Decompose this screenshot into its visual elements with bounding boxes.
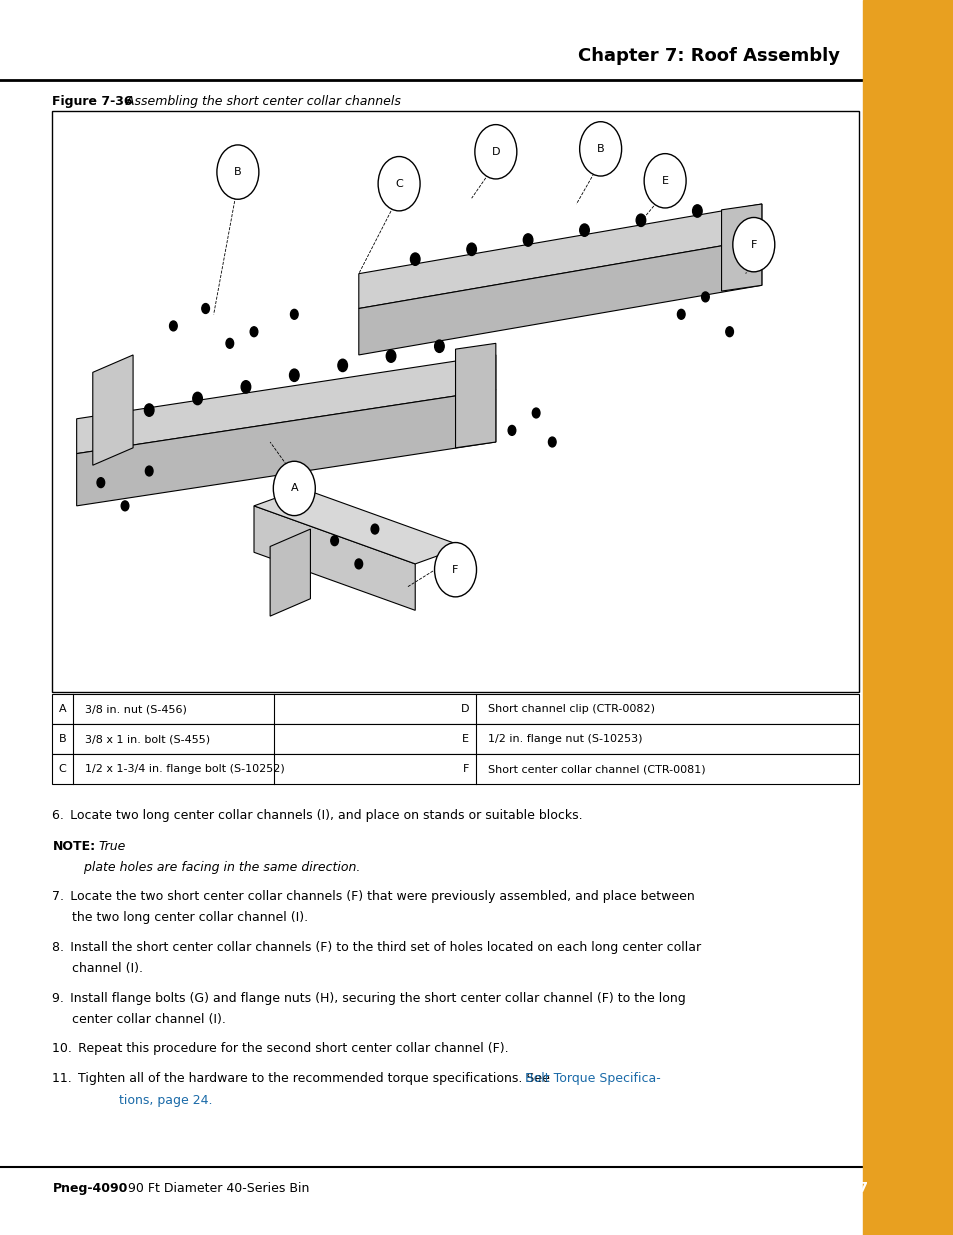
- Circle shape: [643, 153, 685, 207]
- Circle shape: [144, 404, 153, 416]
- Text: 1/2 in. flange nut (S-10253): 1/2 in. flange nut (S-10253): [487, 734, 641, 745]
- Bar: [862, 0, 953, 1235]
- Circle shape: [475, 125, 517, 179]
- Text: D: D: [461, 704, 470, 714]
- Circle shape: [548, 437, 556, 447]
- Circle shape: [466, 243, 476, 256]
- Text: E: E: [661, 175, 668, 185]
- Polygon shape: [358, 204, 761, 309]
- Polygon shape: [92, 354, 133, 466]
- Circle shape: [725, 327, 733, 337]
- Text: B: B: [59, 734, 67, 745]
- Bar: [52, 724, 858, 755]
- Text: C: C: [59, 764, 67, 774]
- Circle shape: [145, 466, 152, 475]
- Circle shape: [97, 478, 105, 488]
- Circle shape: [216, 144, 258, 199]
- FancyBboxPatch shape: [52, 111, 858, 692]
- Text: plate holes are facing in the same direction.: plate holes are facing in the same direc…: [52, 861, 360, 874]
- Polygon shape: [720, 204, 761, 291]
- Circle shape: [121, 501, 129, 511]
- Polygon shape: [270, 529, 310, 616]
- Polygon shape: [253, 506, 415, 610]
- Text: 7. Locate the two short center collar channels (F) that were previously assemble: 7. Locate the two short center collar ch…: [52, 890, 695, 904]
- Text: channel (I).: channel (I).: [52, 962, 143, 976]
- Text: Short center collar channel (CTR-0081): Short center collar channel (CTR-0081): [487, 764, 704, 774]
- Polygon shape: [76, 354, 496, 453]
- Circle shape: [202, 304, 210, 314]
- Text: Assembling the short center collar channels: Assembling the short center collar chann…: [122, 95, 400, 107]
- Text: 8. Install the short center collar channels (F) to the third set of holes locate: 8. Install the short center collar chann…: [52, 941, 700, 955]
- Circle shape: [226, 338, 233, 348]
- Text: center collar channel (I).: center collar channel (I).: [52, 1013, 226, 1026]
- Text: 3/8 x 1 in. bolt (S-455): 3/8 x 1 in. bolt (S-455): [85, 734, 210, 745]
- Circle shape: [250, 327, 257, 337]
- Text: tions, page 24.: tions, page 24.: [119, 1094, 213, 1108]
- Text: E: E: [461, 734, 469, 745]
- Circle shape: [273, 462, 314, 516]
- Circle shape: [371, 524, 378, 534]
- Circle shape: [579, 122, 621, 177]
- Circle shape: [434, 542, 476, 597]
- Circle shape: [508, 425, 516, 436]
- Circle shape: [290, 309, 297, 319]
- Text: Figure 7-36: Figure 7-36: [52, 95, 132, 107]
- Text: 9. Install flange bolts (G) and flange nuts (H), securing the short center colla: 9. Install flange bolts (G) and flange n…: [52, 992, 685, 1005]
- Circle shape: [677, 309, 684, 319]
- Circle shape: [386, 350, 395, 362]
- Text: B: B: [233, 167, 241, 177]
- Text: F: F: [452, 564, 458, 574]
- Text: Short channel clip (CTR-0082): Short channel clip (CTR-0082): [487, 704, 654, 714]
- Text: B: B: [597, 144, 604, 154]
- Text: 10. Repeat this procedure for the second short center collar channel (F).: 10. Repeat this procedure for the second…: [52, 1042, 509, 1056]
- Circle shape: [377, 157, 419, 211]
- Circle shape: [732, 217, 774, 272]
- Text: the two long center collar channel (I).: the two long center collar channel (I).: [52, 911, 308, 925]
- Polygon shape: [455, 343, 496, 448]
- Text: True: True: [98, 840, 126, 853]
- Circle shape: [337, 359, 347, 372]
- Circle shape: [435, 340, 444, 352]
- Text: NOTE:: NOTE:: [52, 840, 95, 853]
- Text: C: C: [395, 179, 402, 189]
- Text: Pneg-4090: Pneg-4090: [52, 1182, 128, 1194]
- Circle shape: [290, 369, 298, 382]
- Circle shape: [355, 559, 362, 569]
- Polygon shape: [76, 390, 496, 506]
- Text: F: F: [750, 240, 756, 249]
- Circle shape: [579, 224, 589, 236]
- Text: 1/2 x 1-3/4 in. flange bolt (S-10252): 1/2 x 1-3/4 in. flange bolt (S-10252): [85, 764, 284, 774]
- Circle shape: [331, 536, 338, 546]
- Text: 3/8 in. nut (S-456): 3/8 in. nut (S-456): [85, 704, 187, 714]
- Circle shape: [523, 233, 533, 246]
- Text: F: F: [462, 764, 468, 774]
- Polygon shape: [253, 489, 463, 564]
- Circle shape: [700, 291, 708, 301]
- Text: 11. Tighten all of the hardware to the recommended torque specifications. See: 11. Tighten all of the hardware to the r…: [52, 1072, 554, 1086]
- Text: 90 Ft Diameter 40-Series Bin: 90 Ft Diameter 40-Series Bin: [124, 1182, 309, 1194]
- Text: Chapter 7: Roof Assembly: Chapter 7: Roof Assembly: [577, 47, 839, 64]
- Text: 117: 117: [839, 1181, 867, 1195]
- Circle shape: [241, 380, 251, 393]
- Circle shape: [410, 253, 419, 266]
- Bar: [52, 694, 858, 724]
- Text: A: A: [291, 483, 297, 494]
- Circle shape: [532, 408, 539, 417]
- Text: 6. Locate two long center collar channels (I), and place on stands or suitable b: 6. Locate two long center collar channel…: [52, 809, 582, 823]
- Text: D: D: [491, 147, 499, 157]
- Bar: [52, 755, 858, 784]
- Circle shape: [692, 205, 701, 217]
- Polygon shape: [358, 238, 761, 354]
- Circle shape: [170, 321, 177, 331]
- Text: A: A: [59, 704, 67, 714]
- Circle shape: [193, 393, 202, 405]
- Text: Bolt Torque Specifica-: Bolt Torque Specifica-: [524, 1072, 659, 1086]
- Circle shape: [636, 214, 645, 226]
